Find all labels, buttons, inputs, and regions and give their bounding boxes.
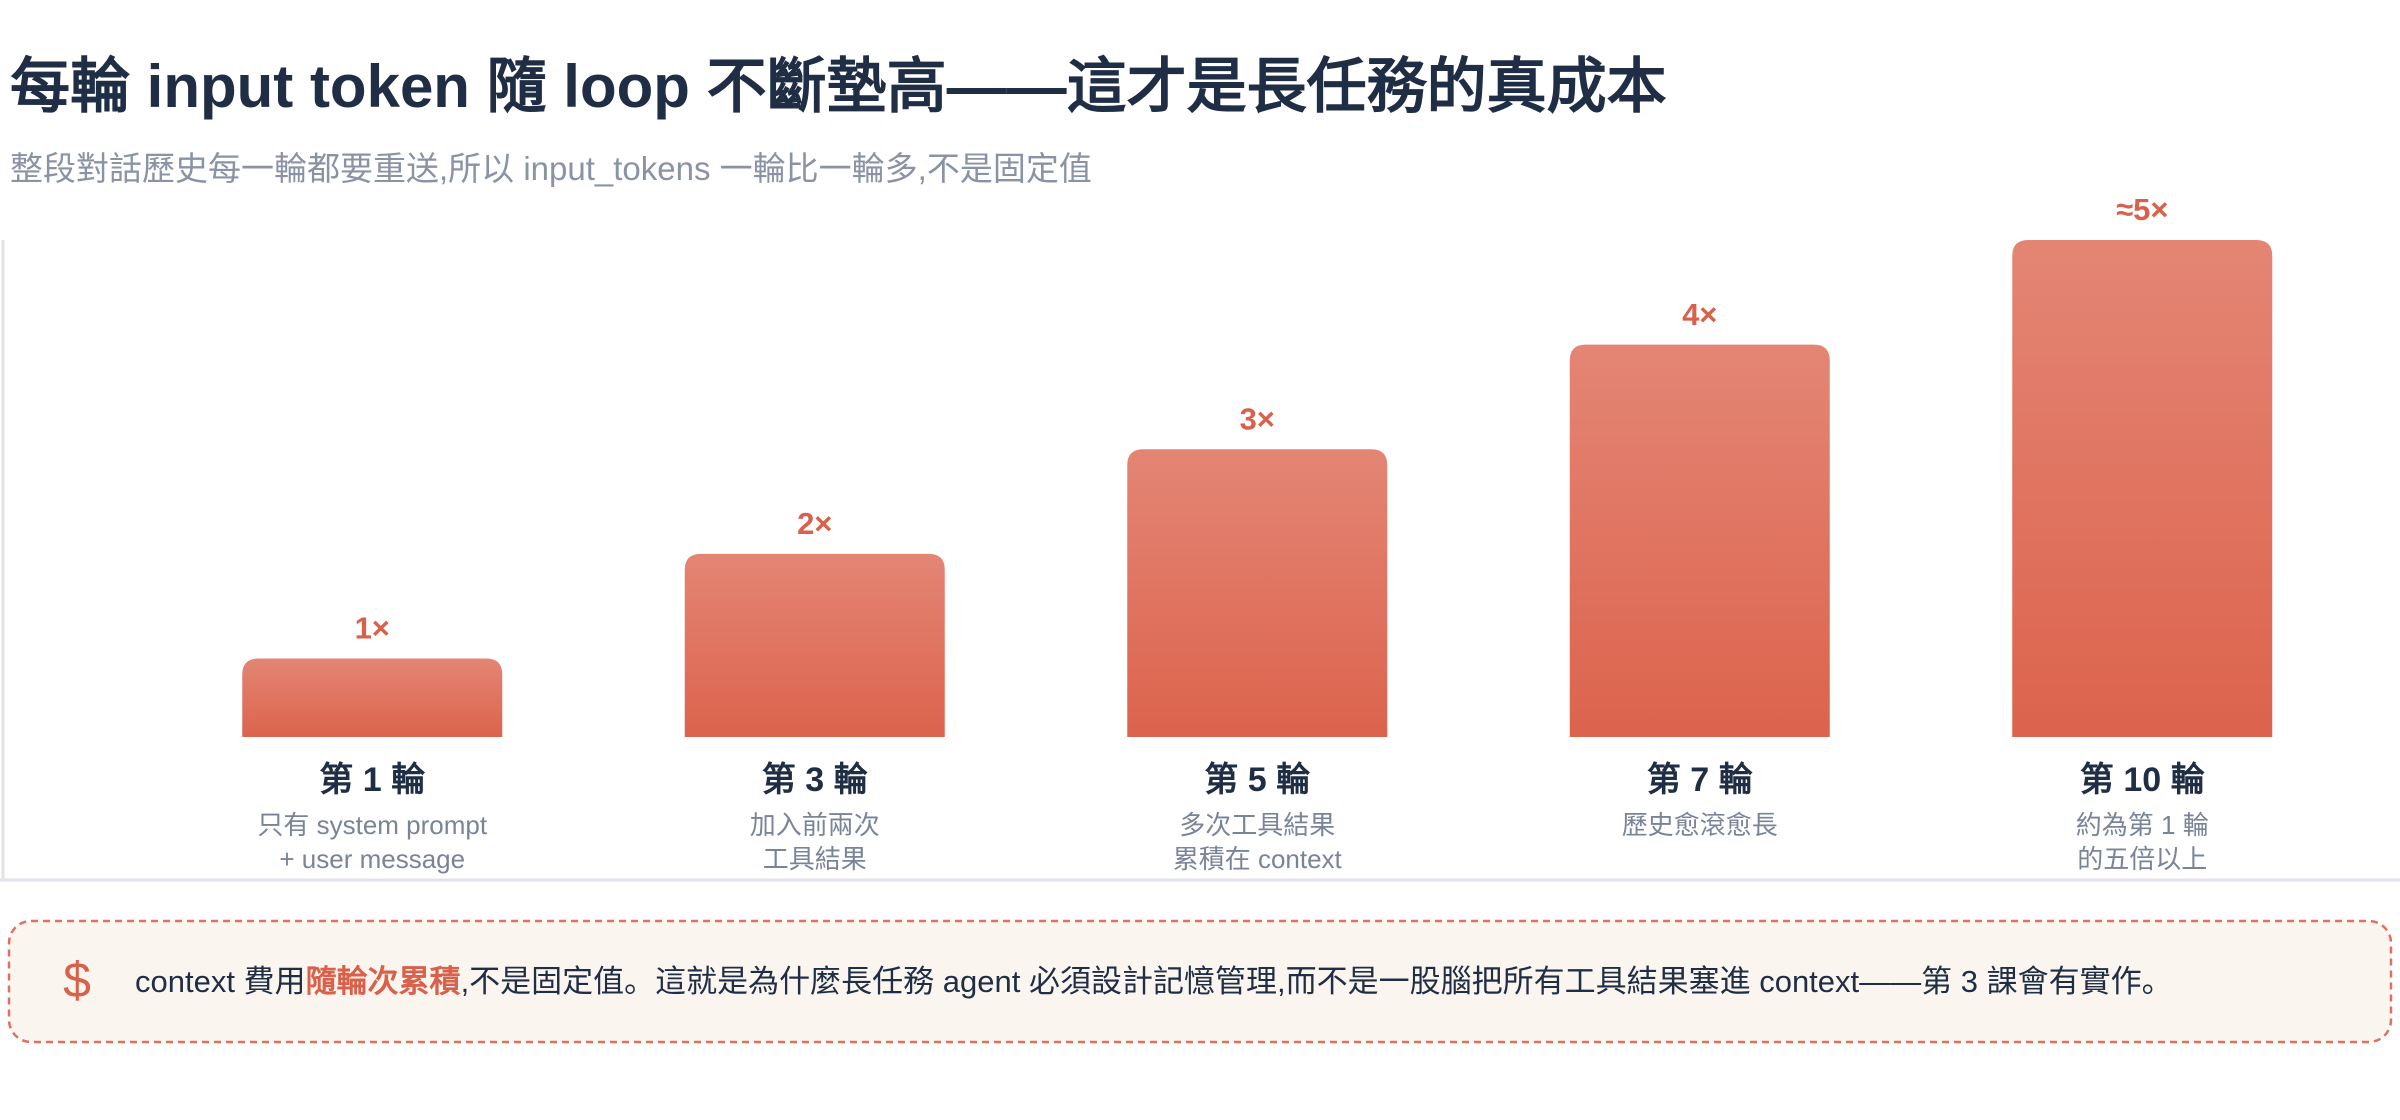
value-label: 3× xyxy=(1240,401,1275,436)
category-note: 只有 system prompt xyxy=(257,810,487,840)
bar xyxy=(242,658,503,737)
x-tick-label: 第 7 輪 xyxy=(1647,760,1753,799)
callout-text: context 費用隨輪次累積,不是固定值。這就是為什麼長任務 agent 必須… xyxy=(135,964,2173,999)
callout-highlight: 隨輪次累積 xyxy=(306,964,461,999)
bar xyxy=(2012,240,2273,737)
value-label: 2× xyxy=(797,506,832,541)
bar xyxy=(1127,449,1388,737)
category-note: 加入前兩次 xyxy=(750,810,880,840)
chart-title: 每輪 input token 隨 loop 不斷墊高——這才是長任務的真成本 xyxy=(10,53,1667,120)
callout-text-part: ,不是固定值。這就是為什麼長任務 agent 必須設計記憶管理,而不是一股腦把所… xyxy=(461,964,2173,999)
category-note: + user message xyxy=(279,844,465,874)
callout-box xyxy=(7,919,2393,1044)
category-note: 的五倍以上 xyxy=(2077,844,2207,874)
category-note: 累積在 context xyxy=(1173,844,1343,874)
callout-text-part: context 費用 xyxy=(135,964,306,999)
bar xyxy=(684,553,945,737)
value-label: 4× xyxy=(1682,297,1717,332)
category-note: 約為第 1 輪 xyxy=(2076,810,2209,840)
x-tick-label: 第 3 輪 xyxy=(762,760,868,799)
category-note: 歷史愈滾愈長 xyxy=(1622,810,1778,840)
chart-subtitle: 整段對話歷史每一輪都要重送,所以 input_tokens 一輪比一輪多,不是固… xyxy=(10,150,1092,187)
callout-icon: $ xyxy=(63,952,91,1008)
x-tick-label: 第 5 輪 xyxy=(1204,760,1310,799)
x-tick-label: 第 10 輪 xyxy=(2080,760,2205,799)
x-tick-label: 第 1 輪 xyxy=(319,760,425,799)
bar xyxy=(1569,344,1830,737)
value-label: ≈5× xyxy=(2116,192,2168,227)
category-note: 工具結果 xyxy=(763,844,867,874)
category-note: 多次工具結果 xyxy=(1179,810,1335,840)
value-label: 1× xyxy=(355,611,390,646)
